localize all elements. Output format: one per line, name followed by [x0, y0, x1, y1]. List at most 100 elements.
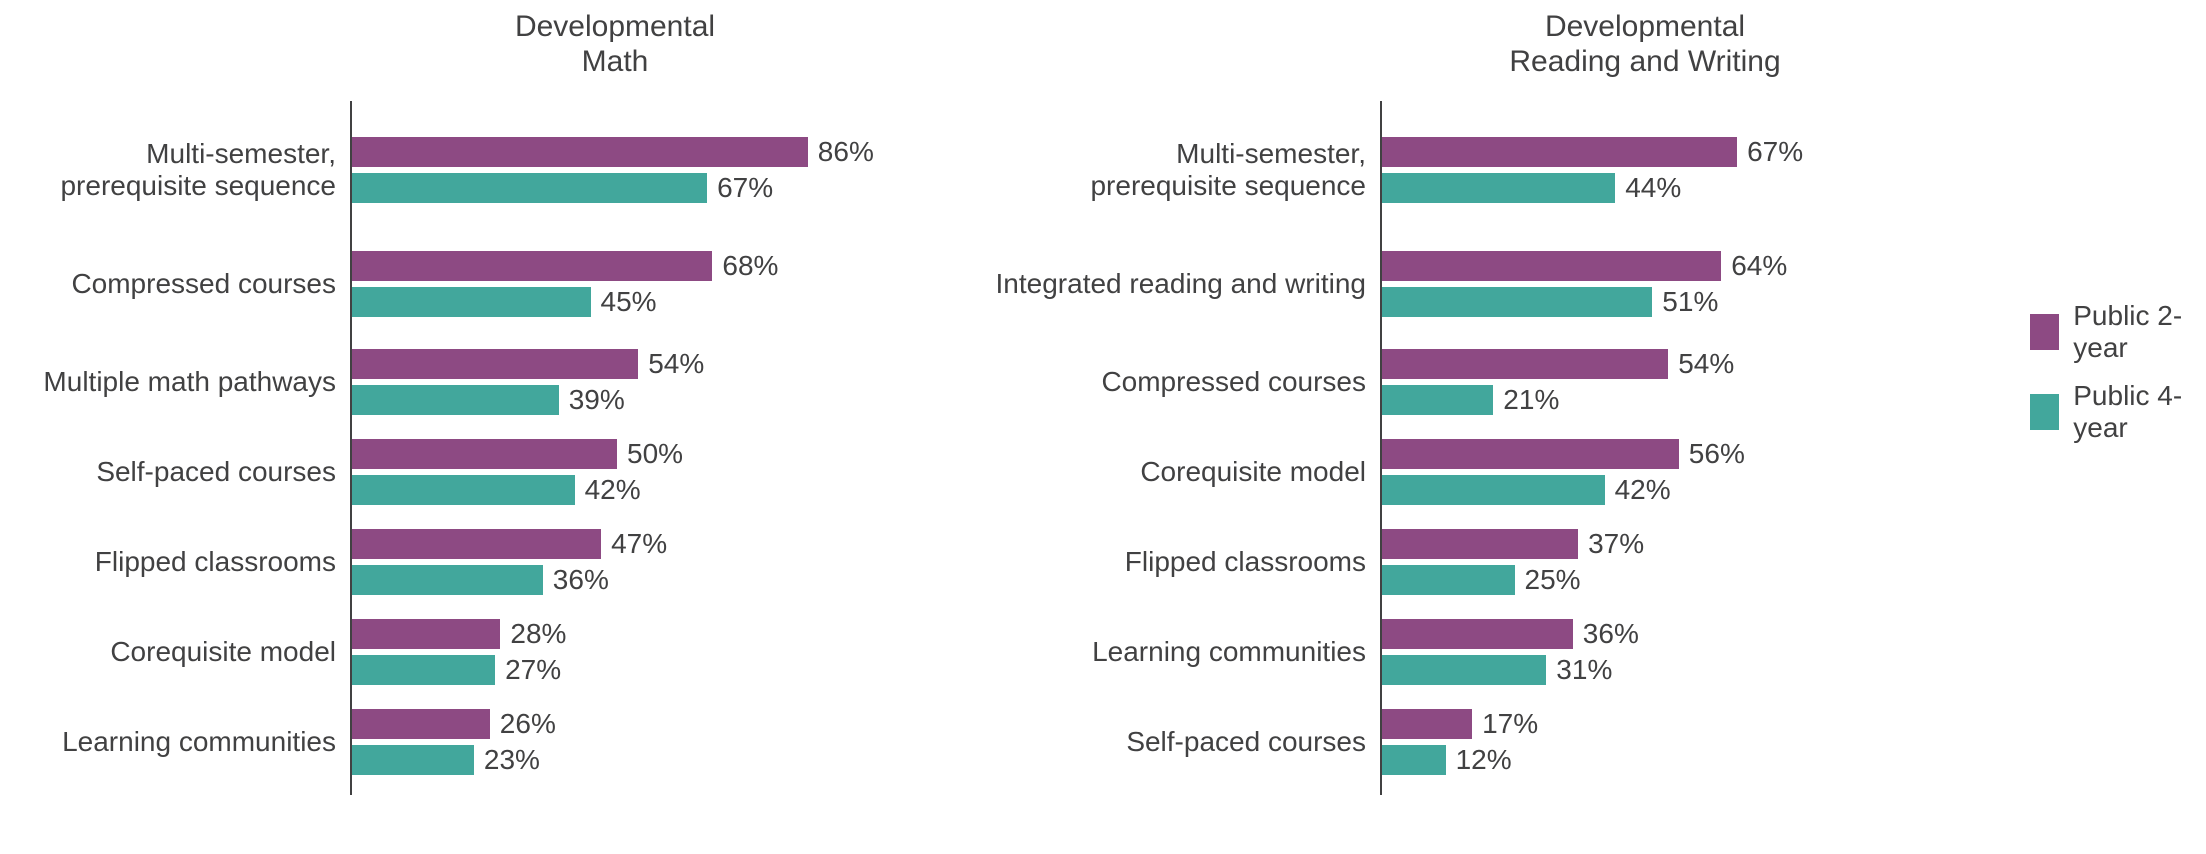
bars-column: 86%67%68%45%54%39%50%42%47%36%28%27%26%2… [350, 109, 880, 787]
bar-group: 37%25% [1380, 517, 1910, 607]
bar-public_2yr [352, 439, 617, 469]
value-label: 47% [611, 528, 667, 560]
value-label: 12% [1456, 744, 1512, 776]
value-label: 54% [1678, 348, 1734, 380]
value-label: 67% [717, 172, 773, 204]
chart-body: Multi-semester, prerequisite sequenceInt… [940, 109, 1910, 787]
bar-public_4yr [1382, 475, 1605, 505]
value-label: 25% [1525, 564, 1581, 596]
bar-group: 68% 45% [350, 231, 880, 337]
value-label: 26% [500, 708, 556, 740]
bar-group: 54%39% [350, 337, 880, 427]
bar-line: 42% [1382, 474, 1910, 506]
bar-line: 39% [352, 384, 880, 416]
bar-line: 50% [352, 438, 880, 470]
bar-public_2yr [1382, 349, 1668, 379]
legend-item: Public 2-year [2030, 300, 2206, 364]
bar-public_4yr [352, 475, 575, 505]
value-label: 67% [1747, 136, 1803, 168]
bar-line: 12% [1382, 744, 1910, 776]
bar-public_2yr [1382, 529, 1578, 559]
value-label: 27% [505, 654, 561, 686]
value-label: 23% [484, 744, 540, 776]
bar-public_2yr [1382, 709, 1472, 739]
bar-line: 17% [1382, 708, 1910, 740]
category-label: Integrated reading and writing [996, 231, 1380, 337]
bar-public_4yr [352, 655, 495, 685]
bar-line: 51% [1382, 286, 1910, 318]
bar-public_2yr [1382, 137, 1737, 167]
bar-line: 67% [352, 172, 880, 204]
value-label: 64% [1731, 250, 1787, 282]
value-label: 68% [722, 250, 778, 282]
value-label: 36% [553, 564, 609, 596]
value-label: 44% [1625, 172, 1681, 204]
bar-group: 28%27% [350, 607, 880, 697]
bar-group: 17%12% [1380, 697, 1910, 787]
bar-public_4yr [352, 745, 474, 775]
bar-public_2yr [352, 709, 490, 739]
bar-group: 67% 44% [1380, 109, 1910, 231]
legend-swatch [2030, 314, 2059, 350]
legend-swatch [2030, 394, 2059, 430]
panel-title: Developmental Reading and Writing [940, 10, 1910, 79]
category-labels-column: Multi-semester, prerequisite sequenceInt… [940, 109, 1380, 787]
bar-public_4yr [1382, 565, 1515, 595]
bar-line: 42% [352, 474, 880, 506]
bar-public_4yr [1382, 287, 1652, 317]
category-label: Corequisite model [1140, 427, 1380, 517]
value-label: 50% [627, 438, 683, 470]
category-label: Compressed courses [71, 231, 350, 337]
bar-line: 23% [352, 744, 880, 776]
bar-public_4yr [1382, 385, 1493, 415]
value-label: 39% [569, 384, 625, 416]
bar-public_2yr [352, 349, 638, 379]
bar-group: 36%31% [1380, 607, 1910, 697]
bar-line: 44% [1382, 172, 1910, 204]
bar-line: 54% [1382, 348, 1910, 380]
value-label: 31% [1556, 654, 1612, 686]
bar-public_4yr [352, 565, 543, 595]
panel-title: Developmental Math [0, 10, 880, 79]
category-label: Compressed courses [1101, 337, 1380, 427]
panels-row: Developmental Math Multi-semester, prereq… [0, 10, 2206, 787]
bar-line: 54% [352, 348, 880, 380]
value-label: 42% [1615, 474, 1671, 506]
value-label: 42% [585, 474, 641, 506]
bar-public_2yr [352, 251, 712, 281]
value-label: 37% [1588, 528, 1644, 560]
category-label: Learning communities [1092, 607, 1380, 697]
bar-public_4yr [352, 385, 559, 415]
legend-label: Public 2-year [2073, 300, 2206, 364]
bar-public_2yr [352, 619, 500, 649]
bar-group: 26%23% [350, 697, 880, 787]
category-label: Corequisite model [110, 607, 350, 697]
bar-public_2yr [1382, 619, 1573, 649]
legend: Public 2-year Public 4-year [2030, 300, 2206, 444]
bar-line: 31% [1382, 654, 1910, 686]
bar-line: 36% [352, 564, 880, 596]
value-label: 86% [818, 136, 874, 168]
category-labels-column: Multi-semester, prerequisite sequenceCom… [0, 109, 350, 787]
chart-body: Multi-semester, prerequisite sequenceCom… [0, 109, 880, 787]
bar-public_4yr [352, 173, 707, 203]
bar-group: 64% 51% [1380, 231, 1910, 337]
bar-public_2yr [1382, 439, 1679, 469]
bar-line: 25% [1382, 564, 1910, 596]
bar-public_4yr [1382, 745, 1446, 775]
value-label: 51% [1662, 286, 1718, 318]
category-label: Multiple math pathways [43, 337, 350, 427]
bar-line: 37% [1382, 528, 1910, 560]
chart-panel-math: Developmental Math Multi-semester, prereq… [0, 10, 880, 787]
bar-public_2yr [1382, 251, 1721, 281]
chart-panel-reading_writing: Developmental Reading and Writing Multi-s… [940, 10, 1910, 787]
value-label: 17% [1482, 708, 1538, 740]
category-label: Multi-semester, prerequisite sequence [1090, 109, 1380, 231]
bar-line: 36% [1382, 618, 1910, 650]
category-label: Flipped classrooms [95, 517, 350, 607]
legend-item: Public 4-year [2030, 380, 2206, 444]
bar-line: 67% [1382, 136, 1910, 168]
value-label: 21% [1503, 384, 1559, 416]
value-label: 45% [601, 286, 657, 318]
category-label: Multi-semester, prerequisite sequence [60, 109, 350, 231]
